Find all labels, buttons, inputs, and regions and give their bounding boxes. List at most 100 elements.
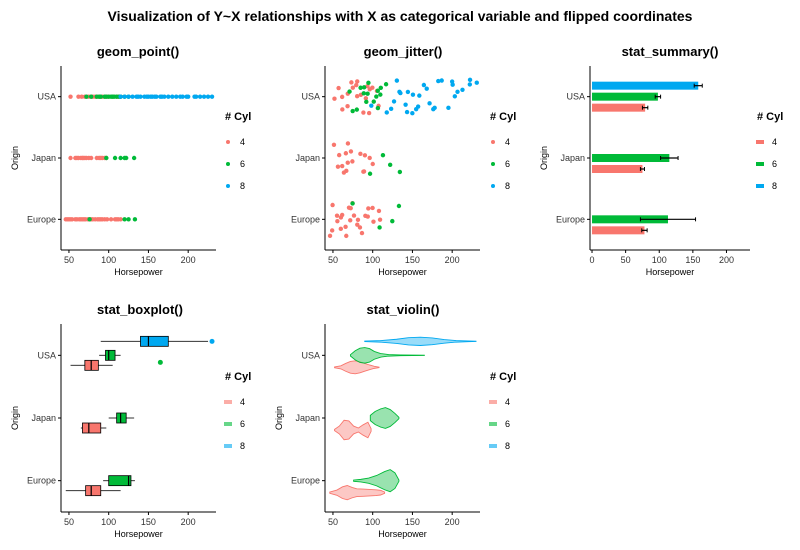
point-USA-8 xyxy=(174,94,179,99)
point-USA-8 xyxy=(166,94,171,99)
point-USA-8 xyxy=(193,94,199,99)
legend-key-8 xyxy=(224,444,232,448)
legend-label-6: 6 xyxy=(505,159,510,169)
point-USA-8 xyxy=(474,80,479,85)
panel-title: stat_boxplot() xyxy=(97,302,183,317)
point-USA-6 xyxy=(383,82,389,87)
point-USA-8 xyxy=(394,78,400,83)
x-tick-label: 100 xyxy=(101,517,116,527)
point-Japan-4 xyxy=(345,141,351,146)
point-USA-8 xyxy=(455,89,460,94)
x-axis-label: Horsepower xyxy=(646,267,695,277)
point-Japan-6 xyxy=(104,155,109,161)
x-tick-label: 100 xyxy=(652,255,667,265)
point-Europe-4 xyxy=(365,214,370,219)
point-Japan-4 xyxy=(343,151,349,156)
point-USA-6 xyxy=(364,99,369,105)
x-tick-label: 150 xyxy=(405,517,420,527)
point-USA-8 xyxy=(388,106,394,112)
legend-key-8 xyxy=(756,184,764,188)
point-USA-8 xyxy=(391,99,397,104)
violin-Japan-4 xyxy=(334,419,372,441)
legend-key-4 xyxy=(226,140,230,144)
legend-label-4: 4 xyxy=(505,137,510,147)
point-Europe-4 xyxy=(366,206,371,211)
point-Europe-4 xyxy=(334,213,340,218)
x-tick-label: 150 xyxy=(141,517,156,527)
point-USA-8 xyxy=(403,102,408,107)
point-Europe-4 xyxy=(355,222,360,227)
legend-label-4: 4 xyxy=(240,137,245,147)
point-USA-6 xyxy=(354,107,360,112)
point-Europe-4 xyxy=(351,213,357,218)
point-USA-8 xyxy=(126,94,131,99)
point-USA-8 xyxy=(432,105,437,111)
point-Japan-6 xyxy=(112,155,118,161)
x-tick-label: 150 xyxy=(685,255,700,265)
legend-label-6: 6 xyxy=(505,419,510,429)
main-title: Visualization of Y~X relationships with … xyxy=(107,8,693,24)
bar-USA-8 xyxy=(592,81,699,90)
point-USA-8 xyxy=(449,79,455,84)
point-USA-4 xyxy=(363,96,369,101)
point-Japan-4 xyxy=(68,155,73,161)
x-axis-label: Horsepower xyxy=(378,267,427,277)
point-Europe-4 xyxy=(348,218,353,223)
legend-label-4: 4 xyxy=(772,137,777,147)
point-USA-6 xyxy=(378,92,383,97)
legend-title: # Cyl xyxy=(490,111,516,123)
point-USA-4 xyxy=(350,85,356,90)
point-USA-8 xyxy=(421,82,427,88)
point-Japan-4 xyxy=(370,161,375,167)
legend-key-6 xyxy=(489,422,497,426)
point-USA-8 xyxy=(170,94,175,99)
x-tick-label: 50 xyxy=(64,255,74,265)
point-Japan-4 xyxy=(331,142,337,148)
violin-Japan-6 xyxy=(369,407,400,429)
point-USA-4 xyxy=(365,83,370,89)
legend-key-6 xyxy=(756,162,764,166)
point-USA-8 xyxy=(417,93,422,98)
y-tick-label: USA xyxy=(566,92,585,102)
bar-USA-4 xyxy=(592,103,646,112)
legend-label-6: 6 xyxy=(240,159,245,169)
legend-key-6 xyxy=(491,162,495,166)
x-tick-label: 100 xyxy=(101,255,116,265)
y-tick-label: Europe xyxy=(27,214,56,224)
legend-key-8 xyxy=(491,184,495,188)
panel-title: stat_violin() xyxy=(367,302,440,317)
x-axis-label: Horsepower xyxy=(114,267,163,277)
point-USA-4 xyxy=(332,96,337,101)
panel-bar-2: stat_summary() 0 50 100 150 200 Europe Japan USA… xyxy=(539,44,783,277)
legend-label-4: 4 xyxy=(505,397,510,407)
point-USA-8 xyxy=(436,78,441,84)
legend-label-6: 6 xyxy=(240,419,245,429)
legend-label-6: 6 xyxy=(772,159,777,169)
point-USA-8 xyxy=(415,104,421,109)
point-USA-8 xyxy=(369,103,374,108)
box-Japan-6 xyxy=(116,412,127,424)
point-USA-4 xyxy=(366,110,372,116)
y-axis-label: Origin xyxy=(539,146,549,170)
bar-Japan-4 xyxy=(592,165,643,173)
point-Europe-4 xyxy=(329,228,335,233)
outlier-USA-8 xyxy=(209,338,215,344)
point-USA-8 xyxy=(427,101,432,106)
point-USA-6 xyxy=(378,85,384,90)
point-Europe-6 xyxy=(350,201,355,206)
point-Europe-4 xyxy=(343,224,348,230)
panel-title: geom_jitter() xyxy=(364,44,443,59)
x-axis-label: Horsepower xyxy=(114,529,163,539)
violin-USA-8 xyxy=(364,336,477,346)
legend-key-8 xyxy=(226,184,230,188)
legend-label-8: 8 xyxy=(505,181,510,191)
point-USA-8 xyxy=(185,94,191,99)
legend-label-8: 8 xyxy=(505,441,510,451)
point-USA-8 xyxy=(424,86,429,91)
x-tick-label: 150 xyxy=(141,255,156,265)
point-USA-8 xyxy=(162,94,167,99)
x-tick-label: 50 xyxy=(328,517,338,527)
point-Japan-4 xyxy=(345,160,350,165)
point-Europe-4 xyxy=(344,233,349,239)
box-Europe-4 xyxy=(85,485,102,497)
